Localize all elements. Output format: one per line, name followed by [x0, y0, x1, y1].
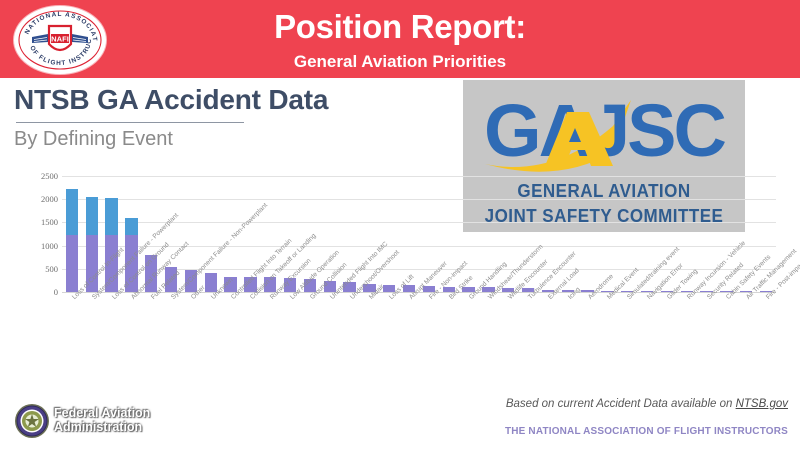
chart-bar	[125, 217, 138, 292]
chart-bar	[502, 287, 515, 292]
chart-bar	[759, 291, 773, 292]
chart-bar	[85, 197, 98, 292]
chart-bar	[462, 286, 475, 292]
chart-gridline	[62, 245, 776, 247]
chart-bar	[740, 291, 753, 292]
chart-bar	[541, 289, 555, 292]
chart-bar-overlay	[125, 217, 138, 236]
chart-y-tick-label: 2500	[41, 171, 58, 181]
chart-bar	[105, 197, 118, 292]
chart-bar	[680, 291, 693, 292]
chart-gridline	[62, 199, 776, 201]
chart-bar	[204, 272, 217, 292]
chart-bar	[561, 290, 574, 292]
chart-plot-area: 0 500 1000 1500 2000 2500	[41, 172, 776, 296]
chart-bar	[164, 267, 178, 292]
chart-gridline	[62, 292, 776, 293]
chart-bar	[303, 279, 317, 292]
chart-bar	[145, 255, 158, 292]
header-subtitle: General Aviation Priorities	[293, 52, 507, 71]
gajsc-wordmark-icon: GAJSC	[463, 86, 745, 187]
gajsc-logo: GAJSC GENERAL AVIATION JOINT SAFETY COMM…	[463, 80, 745, 232]
chart-bar	[621, 290, 634, 292]
chart-bar	[65, 188, 79, 292]
chart-bar	[283, 278, 297, 292]
chart-gridline	[62, 222, 776, 224]
chart-bar-overlay	[105, 197, 118, 236]
chart-bar	[323, 281, 336, 292]
chart-bar	[224, 276, 237, 292]
source-note-text: Based on current Accident Data available…	[505, 398, 736, 410]
source-note: Based on current Accident Data available…	[440, 398, 788, 410]
chart-y-tick-label: 1500	[41, 217, 58, 228]
chart-gridline	[62, 176, 776, 177]
chart-y-tick-label: 1000	[41, 240, 58, 251]
chart-bar	[383, 285, 396, 292]
faa-seal-icon	[14, 403, 50, 439]
ntsb-gov-link[interactable]: NTSB.gov	[735, 398, 788, 410]
header-title: Position Report:	[274, 8, 526, 45]
header-band	[0, 0, 800, 78]
chart-bar	[442, 286, 455, 292]
gajsc-line-1: GENERAL AVIATION	[517, 180, 691, 201]
chart-y-tick-label: 2000	[41, 194, 58, 205]
accident-chart: 0 500 1000 1500 2000 2500 Loss of Control In-…	[0, 165, 800, 395]
chart-bar	[402, 285, 416, 292]
chart-bar	[184, 269, 198, 292]
chart-bar	[521, 288, 535, 292]
chart-bar	[660, 291, 674, 292]
chart-bar	[700, 291, 713, 292]
title-divider	[16, 122, 244, 123]
nafi-logo: NATIONAL ASSOCIATION OF FLIGHT INSTRUCTO…	[14, 6, 106, 74]
faa-line-2: Administration	[54, 420, 143, 434]
page-title: NTSB GA Accident Data	[14, 84, 329, 115]
page-subtitle: By Defining Event	[14, 128, 173, 150]
faa-wordmark: Federal Aviation Administration	[54, 406, 150, 434]
faa-line-1: Federal Aviation	[54, 406, 151, 420]
chart-bar	[363, 284, 376, 292]
chart-bar-overlay	[85, 197, 98, 236]
chart-bar	[343, 282, 356, 292]
svg-text:NAFI: NAFI	[51, 34, 69, 43]
chart-bar	[482, 287, 495, 292]
gajsc-line-2: JOINT SAFETY COMMITTEE	[484, 205, 724, 226]
chart-y-tick-label: 0	[53, 287, 58, 297]
nafi-footer-text: THE NATIONAL ASSOCIATION OF FLIGHT INSTR…	[504, 425, 788, 437]
chart-bar	[640, 290, 654, 292]
chart-bar	[244, 277, 257, 292]
chart-bar	[422, 285, 436, 292]
chart-bar	[720, 291, 733, 292]
chart-bar	[264, 277, 277, 292]
chart-bar	[601, 290, 614, 292]
chart-bar	[581, 290, 594, 292]
chart-bar-overlay	[65, 188, 79, 236]
chart-y-tick-label: 500	[45, 263, 58, 274]
chart-gridline	[62, 268, 776, 270]
